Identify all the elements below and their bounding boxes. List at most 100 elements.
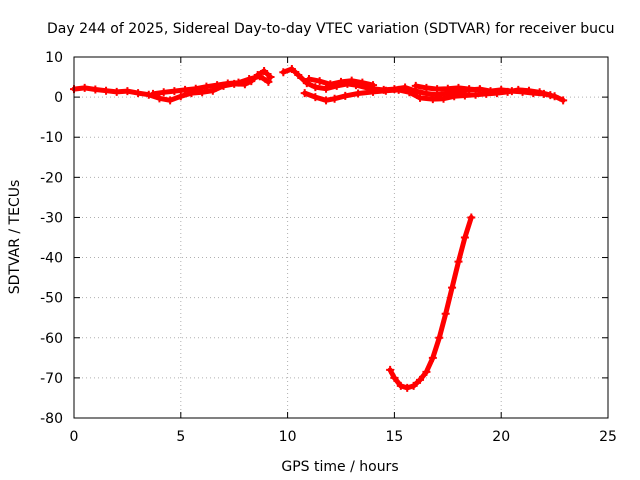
data-point	[546, 91, 555, 100]
data-point	[123, 87, 132, 96]
data-point	[559, 96, 568, 105]
data-point	[264, 77, 273, 86]
data-point	[390, 373, 399, 382]
data-point	[279, 68, 288, 77]
x-tick-label: 20	[492, 429, 510, 445]
data-point	[337, 77, 345, 86]
data-point	[176, 92, 185, 101]
data-point	[381, 86, 390, 95]
data-point	[166, 96, 175, 105]
data-point	[386, 365, 395, 374]
data-point	[315, 77, 324, 86]
data-point	[443, 84, 452, 93]
data-point	[433, 85, 442, 94]
data-point	[354, 89, 363, 98]
data-point	[467, 213, 476, 222]
y-tick-label: -40	[40, 251, 63, 267]
data-point	[112, 87, 121, 96]
y-tick-label: -50	[40, 291, 63, 307]
data-point	[302, 79, 311, 88]
data-point	[170, 87, 179, 96]
data-point	[330, 94, 339, 103]
data-point	[80, 83, 89, 92]
chart-title: Day 244 of 2025, Sidereal Day-to-day VTE…	[47, 21, 615, 37]
data-point	[311, 93, 320, 102]
x-tick-label: 15	[385, 429, 403, 445]
data-point	[460, 233, 469, 242]
data-point	[403, 383, 412, 392]
data-point	[405, 88, 414, 97]
data-point	[503, 87, 512, 96]
data-point	[181, 85, 190, 94]
data-point	[422, 83, 431, 92]
data-point	[255, 72, 264, 81]
data-series-line	[71, 68, 273, 103]
data-point	[134, 89, 143, 98]
data-point	[202, 82, 211, 91]
data-point	[191, 84, 200, 93]
data-point	[460, 91, 469, 100]
data-point	[422, 367, 431, 376]
data-point	[260, 67, 269, 76]
y-tick-label: 0	[54, 90, 63, 106]
grid-lines	[74, 57, 608, 418]
data-point	[358, 78, 367, 87]
x-tick-label: 10	[279, 429, 297, 445]
data-point	[454, 83, 463, 92]
data-point	[266, 73, 275, 82]
data-point	[465, 85, 474, 94]
data-point	[411, 81, 420, 90]
y-tick-label: -80	[40, 411, 63, 427]
data-point	[322, 96, 331, 105]
x-tick-label: 0	[70, 429, 79, 445]
data-point	[435, 333, 444, 342]
data-point	[394, 85, 403, 94]
data-point	[234, 78, 243, 87]
data-point	[369, 87, 378, 96]
data-point	[450, 92, 459, 101]
data-point	[91, 85, 100, 94]
data-point	[311, 83, 320, 92]
data-point	[482, 89, 491, 98]
x-tick-label: 5	[176, 429, 185, 445]
data-point	[304, 75, 313, 84]
data-point	[416, 93, 425, 102]
data-point	[409, 381, 418, 390]
data-point	[294, 71, 303, 80]
data-point	[369, 81, 378, 90]
data-point	[514, 85, 523, 94]
data-point	[149, 89, 158, 98]
data-point	[441, 309, 450, 318]
data-point	[245, 75, 254, 84]
data-point	[341, 91, 350, 100]
data-point	[102, 86, 111, 95]
data-point	[428, 95, 437, 104]
data-point	[159, 88, 168, 97]
y-tick-label: 10	[45, 50, 63, 66]
data-point	[475, 85, 484, 94]
data-point	[347, 76, 356, 85]
plot-frame	[73, 56, 609, 419]
data-point	[223, 79, 232, 88]
plot-area	[70, 65, 568, 392]
data-point	[428, 353, 437, 362]
data-point	[287, 65, 296, 74]
data-point	[448, 283, 457, 292]
x-axis-label: GPS time / hours	[281, 459, 398, 475]
y-tick-label: -10	[40, 130, 63, 146]
y-tick-label: -30	[40, 210, 63, 226]
data-point	[492, 89, 501, 98]
data-point	[300, 89, 309, 98]
y-tick-label: -20	[40, 170, 63, 186]
data-point	[454, 257, 463, 266]
axis-ticks: 0 5 10 15 20 25 10 0 -10 -20 -30 -40 -50 -60 -70 -80	[40, 50, 617, 445]
data-point	[524, 86, 533, 95]
data-point	[326, 80, 335, 89]
data-point	[155, 94, 164, 103]
data-point	[535, 88, 544, 97]
data-series-line	[387, 214, 474, 391]
data-point	[396, 381, 405, 390]
y-tick-label: -60	[40, 331, 63, 347]
data-point	[213, 81, 222, 90]
